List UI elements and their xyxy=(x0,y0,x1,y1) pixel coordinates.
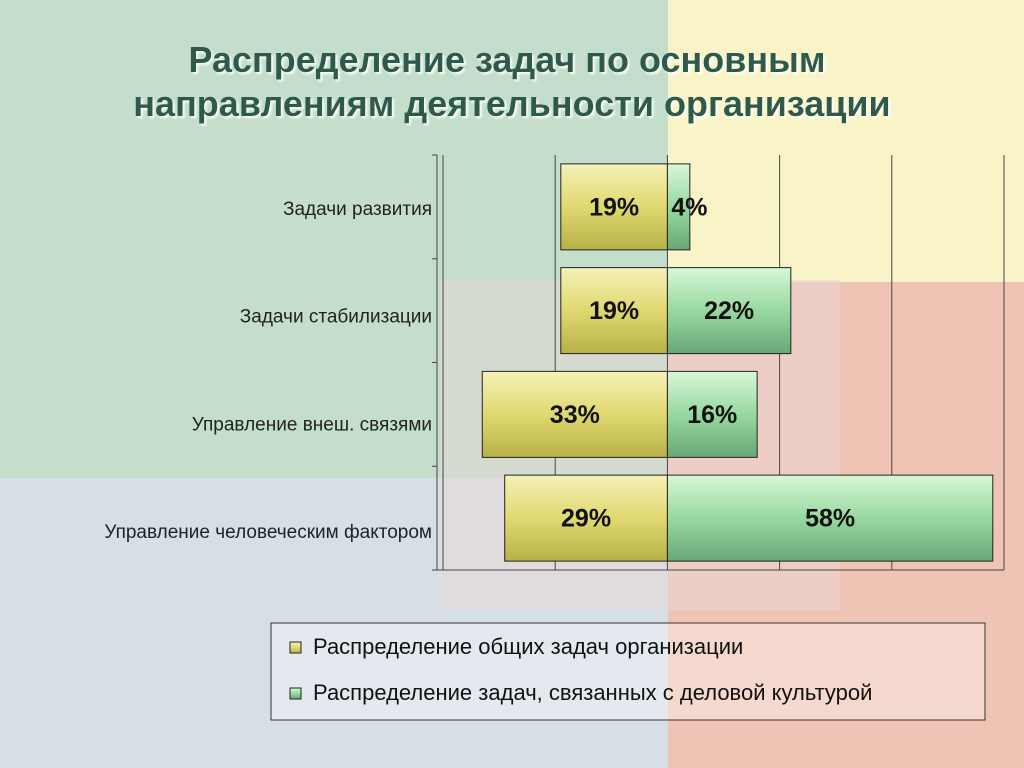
category-label: Задачи стабилизации xyxy=(240,307,432,328)
bg-panel xyxy=(668,0,1024,282)
legend xyxy=(270,622,986,721)
value-label: 4% xyxy=(671,193,707,221)
bar xyxy=(560,267,668,355)
value-label: 22% xyxy=(704,297,754,325)
plot: Задачи развития 19% 4% Задачи стабилизации 1… xyxy=(104,154,1005,571)
bar xyxy=(666,267,792,355)
legend-label: Распределение общих задач организации xyxy=(313,634,743,659)
value-label: 29% xyxy=(561,505,611,533)
category-label: Управление человеческим фактором xyxy=(104,522,432,543)
bar xyxy=(666,474,994,562)
chart-title: Распределение задач по основным направле… xyxy=(133,39,890,124)
bar xyxy=(666,163,691,251)
value-label: 33% xyxy=(550,401,600,429)
bar xyxy=(481,370,668,458)
bar xyxy=(504,474,668,562)
legend-label: Распределение задач, связанных с деловой… xyxy=(313,680,872,705)
value-label: 19% xyxy=(589,297,639,325)
bar xyxy=(666,370,758,458)
legend-marker xyxy=(289,687,302,700)
category-label: Задачи развития xyxy=(283,199,432,220)
bar xyxy=(560,163,668,251)
category-label: Управление внеш. связями xyxy=(192,414,432,435)
value-label: 19% xyxy=(589,193,639,221)
value-label: 16% xyxy=(687,401,737,429)
value-label: 58% xyxy=(805,505,855,533)
legend-marker xyxy=(289,641,302,654)
